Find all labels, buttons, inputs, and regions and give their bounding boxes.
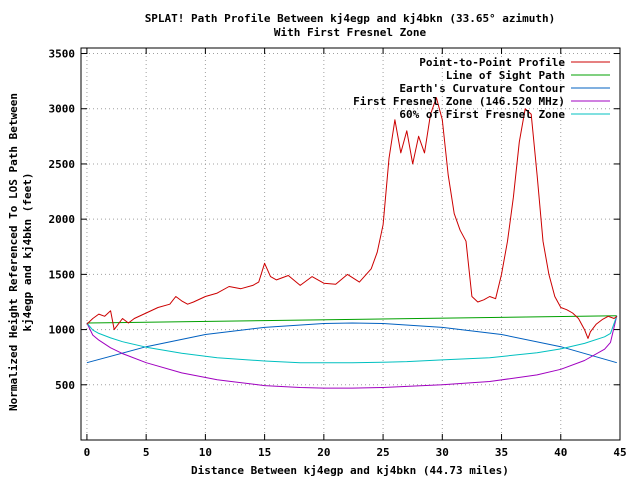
legend-label-2: Earth's Curvature Contour: [399, 82, 565, 95]
x-tick-label: 20: [317, 446, 330, 459]
y-axis-label-line-2: kj4egp and kj4bkn (feet): [21, 173, 34, 332]
series-line-1: [86, 315, 617, 324]
legend-label-1: Line of Sight Path: [446, 69, 565, 82]
x-tick-label: 30: [436, 446, 449, 459]
y-axis-label-group: Normalized Height Referenced To LOS Path…: [7, 93, 34, 411]
y-tick-label: 2500: [49, 158, 76, 171]
y-tick-label: 1500: [49, 268, 76, 281]
y-tick-label: 1000: [49, 324, 76, 337]
y-axis-label-line-1: Normalized Height Referenced To LOS Path…: [7, 93, 20, 411]
y-tick-label: 3000: [49, 103, 76, 116]
x-axis-tick-labels: 0 5 10 15 20 25 30 35 40 45: [84, 446, 627, 459]
y-tick-label: 500: [55, 379, 75, 392]
plot-frame: [80, 47, 621, 441]
chart-title: SPLAT! Path Profile Between kj4egp and k…: [145, 12, 556, 25]
series-line-0: [86, 97, 618, 339]
x-tick-label: 40: [554, 446, 567, 459]
x-tick-label: 0: [84, 446, 91, 459]
series-line-4: [86, 315, 618, 364]
legend-label-0: Point-to-Point Profile: [419, 56, 565, 69]
x-tick-label: 45: [613, 446, 626, 459]
x-axis-label: Distance Between kj4egp and kj4bkn (44.7…: [191, 464, 509, 477]
series-line-2: [86, 322, 617, 364]
y-tick-label: 3500: [49, 48, 76, 61]
y-tick-label: 2000: [49, 213, 76, 226]
series-line-3: [86, 315, 618, 389]
x-tick-label: 35: [495, 446, 508, 459]
x-tick-label: 15: [258, 446, 271, 459]
chart-subtitle: With First Fresnel Zone: [274, 26, 427, 39]
series-layer: [86, 97, 618, 389]
x-tick-label: 5: [143, 446, 150, 459]
axis-ticks: [81, 48, 621, 440]
x-tick-label: 10: [199, 446, 212, 459]
y-axis-tick-labels: 500 1000 1500 2000 2500 3000 3500: [49, 48, 76, 392]
x-tick-label: 25: [376, 446, 389, 459]
legend-label-4: 60% of First Fresnel Zone: [399, 108, 565, 121]
legend-label-3: First Fresnel Zone (146.520 MHz): [353, 95, 565, 108]
